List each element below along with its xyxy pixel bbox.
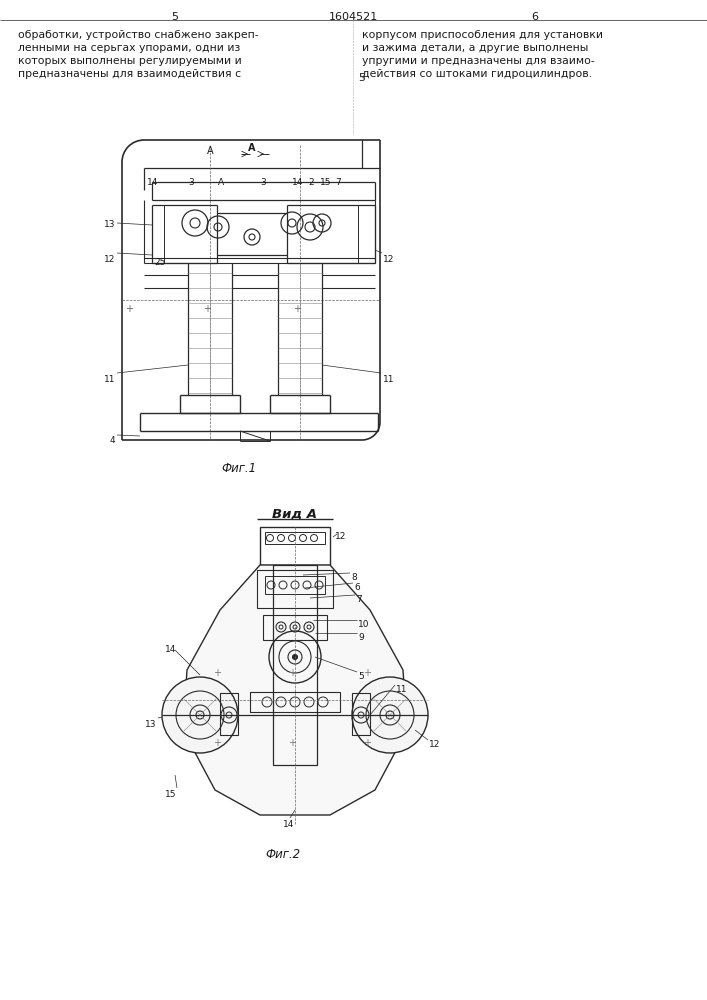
Text: +: + [213,738,221,748]
Text: обработки, устройство снабжено закреп-: обработки, устройство снабжено закреп- [18,30,259,40]
Text: 12: 12 [429,740,440,749]
Text: 11: 11 [104,375,115,384]
Text: A: A [248,143,256,153]
Text: 12: 12 [104,255,115,264]
Bar [250,692,340,712]
Text: действия со штоками гидроцилиндров.: действия со штоками гидроцилиндров. [362,69,592,79]
Text: +: + [363,668,371,678]
Text: 7: 7 [356,595,362,604]
Bar [352,693,370,735]
Text: 12: 12 [335,532,346,541]
Text: 7: 7 [335,178,341,187]
Circle shape [162,677,238,753]
Text: 9: 9 [358,633,363,642]
Text: которых выполнены регулируемыми и: которых выполнены регулируемыми и [18,56,242,66]
Text: упругими и предназначены для взаимо-: упругими и предназначены для взаимо- [362,56,595,66]
Text: +: + [288,668,296,678]
Text: 11: 11 [396,685,407,694]
Bar [260,527,330,565]
Text: +: + [125,304,133,314]
Text: Фиг.2: Фиг.2 [265,848,300,861]
Text: корпусом приспособления для установки: корпусом приспособления для установки [362,30,603,40]
Text: 5: 5 [358,672,363,681]
Circle shape [352,677,428,753]
Text: Фиг.1: Фиг.1 [221,462,257,475]
Text: 14: 14 [292,178,303,187]
Text: A: A [218,178,224,187]
Text: 6: 6 [532,12,539,22]
Text: 15: 15 [165,790,177,799]
Text: 13: 13 [145,720,156,729]
Circle shape [293,654,298,660]
Text: +: + [288,738,296,748]
Text: 1604521: 1604521 [328,12,378,22]
Text: 13: 13 [104,220,115,229]
Bar [273,565,317,765]
Text: A: A [207,146,214,156]
Text: 12: 12 [383,255,395,264]
Text: +: + [203,304,211,314]
Text: 2: 2 [308,178,314,187]
Text: 25: 25 [154,258,165,267]
Bar [265,532,325,544]
Bar [220,693,238,735]
Text: 5: 5 [172,12,178,22]
Text: 8: 8 [351,573,357,582]
Text: 14: 14 [165,645,176,654]
Text: Вид А: Вид А [272,508,317,521]
Bar [257,570,333,608]
Text: 6: 6 [354,583,360,592]
Text: 14: 14 [283,820,294,829]
Text: 14: 14 [147,178,158,187]
Text: 10: 10 [358,620,370,629]
Text: 4: 4 [110,436,116,445]
Text: +: + [293,304,301,314]
Text: 3: 3 [260,178,266,187]
Text: и зажима детали, а другие выполнены: и зажима детали, а другие выполнены [362,43,588,53]
Text: 5: 5 [358,73,365,83]
Text: ленными на серьгах упорами, одни из: ленными на серьгах упорами, одни из [18,43,240,53]
Text: 15: 15 [320,178,332,187]
Polygon shape [183,565,407,815]
Text: 11: 11 [383,375,395,384]
Bar [263,615,327,640]
Text: +: + [363,738,371,748]
Bar [265,576,325,594]
Text: +: + [213,668,221,678]
Text: предназначены для взаимодействия с: предназначены для взаимодействия с [18,69,241,79]
Text: 3: 3 [188,178,194,187]
